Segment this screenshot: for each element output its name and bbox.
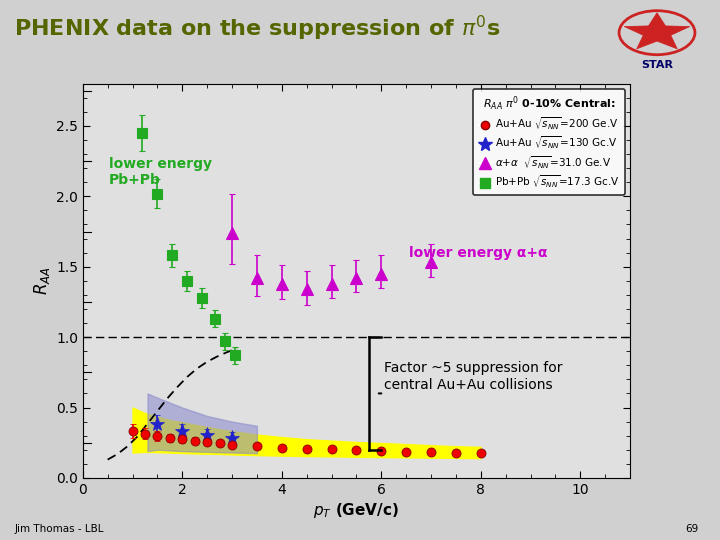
Text: Jim Thomas - LBL: Jim Thomas - LBL — [14, 523, 104, 534]
Text: Factor ~5 suppression for
central Au+Au collisions: Factor ~5 suppression for central Au+Au … — [384, 361, 562, 392]
Text: lower energy
Pb+Pb: lower energy Pb+Pb — [109, 157, 212, 187]
Text: 69: 69 — [685, 523, 698, 534]
Text: PHENIX data on the suppression of $\pi^0$s: PHENIX data on the suppression of $\pi^0… — [14, 14, 500, 43]
Polygon shape — [624, 13, 690, 49]
X-axis label: $p_T$ (GeV/c): $p_T$ (GeV/c) — [313, 501, 400, 520]
Y-axis label: $R_{AA}$: $R_{AA}$ — [32, 266, 52, 295]
Text: lower energy α+α: lower energy α+α — [409, 246, 547, 260]
Legend: Au+Au $\sqrt{s_{NN}}$=200 Ge.V, Au+Au $\sqrt{s_{NN}}$=130 Gc.V, $\alpha$+$\alpha: Au+Au $\sqrt{s_{NN}}$=200 Ge.V, Au+Au $\… — [473, 89, 625, 195]
Text: STAR: STAR — [641, 60, 673, 70]
